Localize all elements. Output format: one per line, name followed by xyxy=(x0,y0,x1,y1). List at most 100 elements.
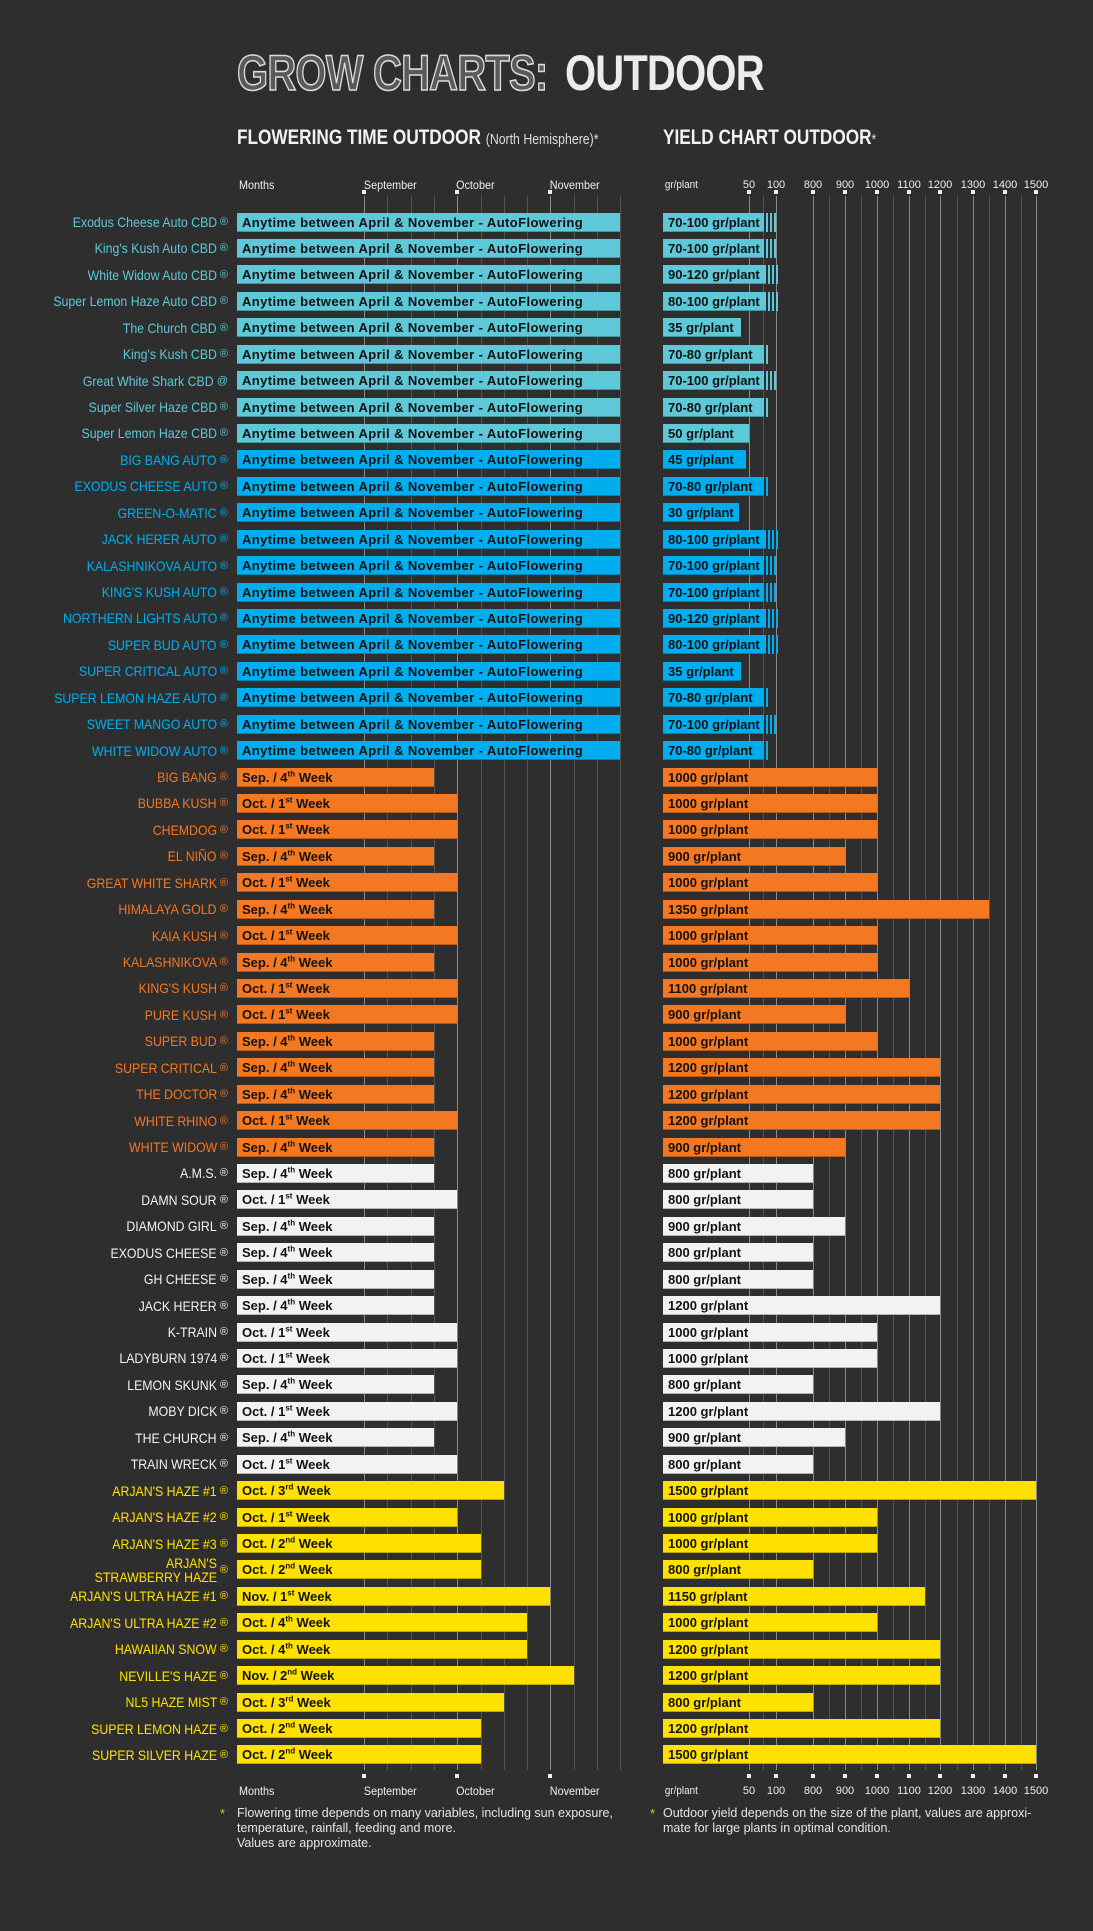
strain-label: Great White Shark CBD @ xyxy=(65,371,228,390)
flowering-bar: Sep. / 4th Week xyxy=(237,1269,434,1289)
yield-bar: 1150 gr/plant xyxy=(663,1586,925,1606)
flowering-bar: Sep. / 4th Week xyxy=(237,767,434,787)
flowering-bar: Anytime between April & November - AutoF… xyxy=(237,635,620,655)
yield-range-stripe xyxy=(772,635,774,655)
yield-gridline xyxy=(940,196,941,1770)
strain-label: NORTHERN LIGHTS AUTO ® xyxy=(42,609,228,628)
yield-bar: 70-100 gr/plant xyxy=(663,556,764,576)
flowering-gridline xyxy=(550,196,552,1770)
registered-mark: ® xyxy=(219,691,228,704)
yield-tick-mark xyxy=(938,1774,942,1778)
yield-range-stripe xyxy=(766,238,768,258)
strain-name: DIAMOND GIRL xyxy=(126,1218,217,1235)
flowering-bar: Oct. / 3rd Week xyxy=(237,1692,504,1712)
flowering-bar: Anytime between April & November - AutoF… xyxy=(237,741,620,761)
strain-name: EL NIÑO xyxy=(168,848,217,865)
registered-mark: ® xyxy=(219,956,228,969)
flowering-bar: Oct. / 2nd Week xyxy=(237,1745,481,1765)
strain-name: THE DOCTOR xyxy=(135,1086,217,1103)
registered-mark: ® xyxy=(219,242,228,255)
registered-mark: ® xyxy=(219,1193,228,1206)
registered-mark: ® xyxy=(219,744,228,757)
flowering-bar: Oct. / 2nd Week xyxy=(237,1719,481,1738)
yield-bar: 800 gr/plant xyxy=(663,1190,813,1210)
yield-range-stripe xyxy=(768,608,770,628)
title-outline: GROW CHARTS: xyxy=(236,44,548,102)
strain-label: SUPER LEMON HAZE AUTO ® xyxy=(32,688,228,707)
strain-name: ARJAN'S HAZE #2 xyxy=(112,1509,217,1526)
strain-label: HIMALAYA GOLD ® xyxy=(105,900,228,919)
registered-mark: ® xyxy=(219,1696,228,1709)
registered-mark: ® xyxy=(219,321,228,334)
flowering-bar: Anytime between April & November - AutoF… xyxy=(237,608,620,628)
strain-label: EXODUS CHEESE ® xyxy=(96,1243,228,1262)
yield-bar: 70-100 gr/plant xyxy=(663,582,764,602)
flowering-bar: Anytime between April & November - AutoF… xyxy=(237,450,620,470)
flowering-bar: Anytime between April & November - AutoF… xyxy=(237,212,620,232)
strain-name: KALASHNIKOVA AUTO xyxy=(86,557,217,574)
flowering-subtitle: (North Hemisphere)* xyxy=(485,131,599,148)
flowering-bar: Anytime between April & November - AutoF… xyxy=(237,582,620,602)
flowering-bar: Oct. / 1st Week xyxy=(237,1322,458,1342)
flowering-bar: Anytime between April & November - AutoF… xyxy=(237,661,620,681)
footnote-star-icon: * xyxy=(650,1806,656,1821)
strain-name: BIG BANG AUTO xyxy=(120,451,217,468)
flowering-bar: Anytime between April & November - AutoF… xyxy=(237,476,620,496)
flowering-bar: Oct. / 1st Week xyxy=(237,1190,458,1210)
flowering-bar: Sep. / 4th Week xyxy=(237,846,434,866)
yield-range-stripe xyxy=(774,714,776,734)
yield-bar: 900 gr/plant xyxy=(663,1005,845,1025)
flowering-bar: Oct. / 1st Week xyxy=(237,820,458,840)
strain-label: JACK HERER AUTO ® xyxy=(86,530,228,549)
flowering-chart-title: FLOWERING TIME OUTDOOR (North Hemisphere… xyxy=(237,126,599,150)
yield-bar: 70-80 gr/plant xyxy=(663,476,764,496)
yield-bar: 1000 gr/plant xyxy=(663,767,877,787)
strain-label: King's Kush CBD ® xyxy=(110,345,228,364)
yield-range-stripe xyxy=(770,371,772,391)
registered-mark: ® xyxy=(219,1643,228,1656)
strain-label: Exodus Cheese Auto CBD ® xyxy=(53,213,228,232)
registered-mark: ® xyxy=(219,216,228,228)
strain-label: KAIA KUSH ® xyxy=(143,926,228,945)
strain-label: MOBY DICK ® xyxy=(139,1402,228,1421)
yield-title-text: YIELD CHART OUTDOOR xyxy=(663,126,872,149)
footnote-flowering: Flowering time depends on many variables… xyxy=(237,1806,613,1850)
yield-tick-label: 800 xyxy=(803,1785,823,1797)
yield-range-stripe xyxy=(766,582,768,602)
yield-range-stripe xyxy=(768,291,770,311)
strain-label: SUPER LEMON HAZE ® xyxy=(74,1719,228,1738)
strain-label: SUPER BUD AUTO ® xyxy=(93,635,228,654)
flowering-bar: Oct. / 1st Week xyxy=(237,926,458,946)
strain-name: SUPER BUD AUTO xyxy=(108,636,217,653)
yield-tick-mark xyxy=(774,1774,778,1778)
strain-label: ARJAN'S ULTRA HAZE #2 ® xyxy=(50,1613,228,1632)
yield-tick-mark xyxy=(1003,190,1007,194)
registered-mark: ® xyxy=(219,1458,228,1471)
yield-tick-label: 1300 xyxy=(960,1785,986,1797)
yield-bar: 90-120 gr/plant xyxy=(663,265,766,285)
strain-label: EXODUS CHEESE AUTO ® xyxy=(55,477,228,496)
flowering-bar: Oct. / 4th Week xyxy=(237,1613,528,1633)
strain-name: WHITE WIDOW AUTO xyxy=(91,742,217,759)
strain-label: NEVILLE'S HAZE ® xyxy=(106,1666,228,1685)
yield-bar: 1000 gr/plant xyxy=(663,1613,877,1633)
strain-label: LEMON SKUNK ® xyxy=(115,1375,228,1394)
strain-label: LADYBURN 1974 ® xyxy=(106,1349,228,1368)
flowering-bar: Oct. / 2nd Week xyxy=(237,1560,481,1580)
yield-bar: 1200 gr/plant xyxy=(663,1666,940,1686)
flowering-gridline xyxy=(527,196,529,1770)
registered-mark: ® xyxy=(219,295,228,308)
yield-tick-mark xyxy=(843,1774,847,1778)
yield-bar: 800 gr/plant xyxy=(663,1454,813,1474)
strain-name: CHEMDOG xyxy=(152,821,217,838)
yield-bar: 800 gr/plant xyxy=(663,1375,813,1395)
yield-bar: 800 gr/plant xyxy=(663,1269,813,1289)
yield-tick-mark xyxy=(1034,1774,1038,1778)
month-tick-mark xyxy=(362,1774,366,1778)
yield-bar: 1500 gr/plant xyxy=(663,1745,1036,1765)
yield-bar: 900 gr/plant xyxy=(663,1137,845,1157)
yield-tick-mark xyxy=(774,190,778,194)
strain-name: Super Lemon Haze CBD xyxy=(81,425,217,442)
strain-name: WHITE WIDOW xyxy=(128,1139,217,1156)
strain-name: SUPER LEMON HAZE xyxy=(90,1720,217,1737)
